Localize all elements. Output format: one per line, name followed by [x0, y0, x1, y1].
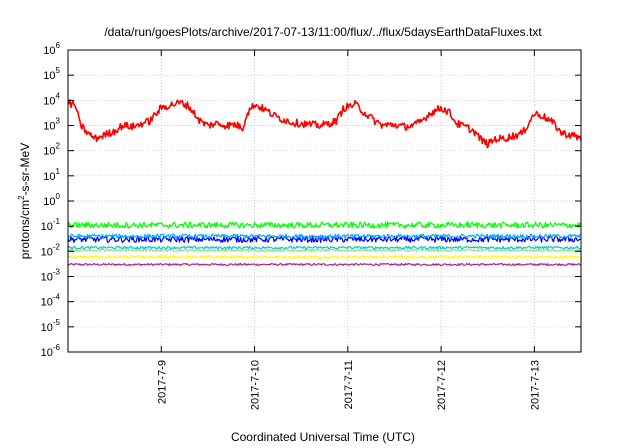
x-tick-label: 2017-7-9	[156, 360, 168, 404]
y-tick-base: 10	[41, 347, 53, 359]
series-layer	[67, 99, 582, 267]
y-tick-exponent: 6	[56, 41, 61, 50]
y-tick-base: 10	[41, 322, 53, 334]
series-line-4	[67, 235, 582, 243]
series-line-1	[67, 99, 582, 149]
y-tick-label: 104	[43, 91, 60, 107]
x-tick-label: 2017-7-10	[250, 360, 262, 410]
y-tick-exponent: -5	[53, 318, 61, 327]
y-tick-base: 10	[43, 171, 55, 183]
y-tick-base: 10	[43, 45, 55, 57]
y-axis-label-prefix: protons/cm	[18, 200, 32, 259]
series-line-7	[67, 255, 581, 259]
y-tick-base: 10	[43, 196, 55, 208]
y-tick-exponent: 4	[56, 91, 61, 100]
y-tick-exponent: 3	[56, 117, 61, 126]
y-tick-label: 10-2	[41, 242, 61, 258]
y-tick-base: 10	[41, 246, 53, 258]
chart-title: /data/run/goesPlots/archive/2017-07-13/1…	[104, 25, 542, 39]
grid	[68, 50, 581, 352]
y-axis: 10-610-510-410-310-210-11001011021031041…	[41, 41, 581, 359]
y-tick-label: 10-4	[41, 293, 61, 309]
y-tick-label: 10-1	[41, 217, 61, 233]
y-tick-exponent: -6	[53, 343, 61, 352]
y-tick-label: 101	[43, 167, 60, 183]
y-tick-exponent: -2	[53, 242, 61, 251]
y-tick-label: 102	[43, 142, 60, 158]
y-tick-base: 10	[41, 297, 53, 309]
y-tick-label: 10-3	[41, 268, 61, 284]
y-tick-label: 10-6	[41, 343, 61, 359]
y-axis-label: protons/cm2-s-sr-MeV	[17, 143, 32, 259]
series-line-5	[67, 245, 582, 250]
series-line-3	[67, 233, 582, 239]
y-axis-label-suffix: -s-sr-MeV	[18, 143, 32, 196]
series-line-6	[67, 248, 582, 252]
y-tick-exponent: 5	[56, 66, 61, 75]
y-tick-exponent: -4	[53, 293, 61, 302]
y-tick-base: 10	[43, 70, 55, 82]
y-tick-label: 106	[43, 41, 60, 57]
y-tick-exponent: 1	[56, 167, 61, 176]
y-tick-exponent: 0	[56, 192, 61, 201]
y-tick-base: 10	[43, 121, 55, 133]
y-tick-label: 10-5	[41, 318, 61, 334]
series-line-8	[67, 262, 582, 267]
plot-frame	[67, 49, 582, 353]
y-tick-label: 103	[43, 117, 60, 133]
x-tick-label: 2017-7-13	[529, 360, 541, 410]
series-line-2	[67, 221, 582, 229]
x-tick-label: 2017-7-11	[343, 360, 355, 409]
x-axis: 2017-7-9 2017-7-10 2017-7-11 2017-7-12 2017-…	[156, 50, 541, 410]
y-tick-exponent: -3	[53, 268, 61, 277]
y-tick-base: 10	[43, 146, 55, 158]
y-tick-label: 100	[43, 192, 60, 208]
y-tick-exponent: 2	[56, 142, 61, 151]
x-axis-label: Coordinated Universal Time (UTC)	[231, 430, 415, 444]
y-tick-label: 105	[43, 66, 60, 82]
y-tick-base: 10	[43, 95, 55, 107]
x-tick-label: 2017-7-12	[436, 360, 448, 410]
y-tick-base: 10	[41, 272, 53, 284]
y-tick-exponent: -1	[53, 217, 61, 226]
y-tick-base: 10	[41, 221, 53, 233]
y-axis-label-sup: 2	[17, 195, 26, 200]
